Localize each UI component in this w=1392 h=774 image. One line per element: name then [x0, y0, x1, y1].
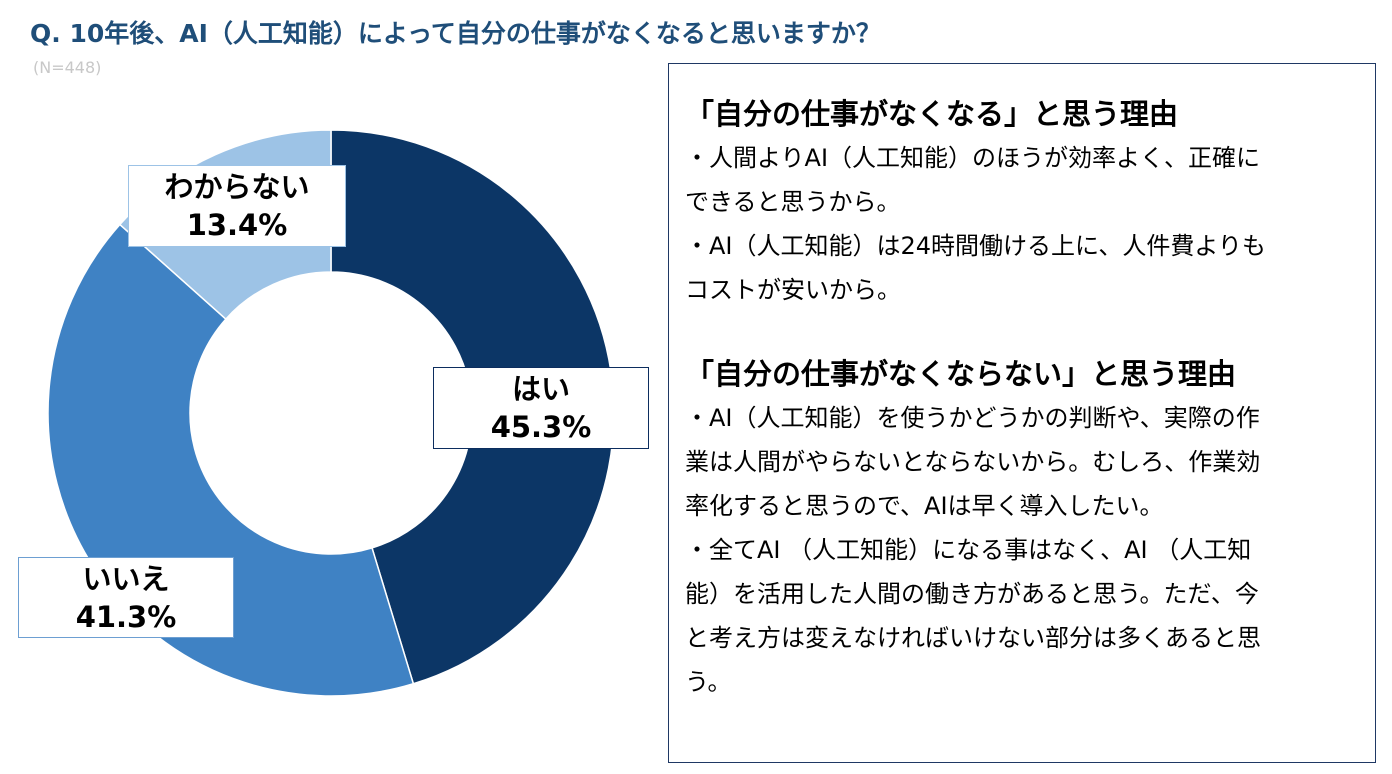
reasons-no-line: 業は人間がやらないとならないから。むしろ、作業効 — [685, 448, 1261, 476]
label-yes-category: はい — [511, 372, 570, 406]
label-no: いいえ 41.3% — [18, 557, 234, 638]
label-no-category: いいえ — [82, 561, 170, 596]
label-unknown: わからない 13.4% — [128, 165, 346, 247]
label-unknown-value: 13.4% — [186, 208, 288, 242]
label-no-value: 41.3% — [75, 599, 177, 634]
label-unknown-category: わからない — [164, 170, 310, 204]
reasons-yes-heading: 「自分の仕事がなくなる」と思う理由 — [685, 97, 1179, 131]
reasons-no-heading: 「自分の仕事がなくならない」と思う理由 — [685, 357, 1237, 391]
reasons-yes-line: コストが安いから。 — [685, 276, 901, 304]
reasons-no-line: 率化すると思うので、AIは早く導入したい。 — [685, 492, 1164, 520]
reasons-no-line: ・AI（人工知能）を使うかどうかの判断や、実際の作 — [685, 404, 1260, 432]
reasons-yes-line: ・人間よりAI（人工知能）のほうが効率よく、正確に — [685, 144, 1261, 172]
label-yes: はい 45.3% — [433, 367, 649, 449]
sample-size: (N=448) — [33, 58, 102, 77]
label-yes-value: 45.3% — [490, 410, 592, 444]
reasons-no-line: と考え方は変えなければいけない部分は多くあると思 — [685, 624, 1261, 652]
reasons-no-line: う。 — [685, 668, 732, 696]
reasons-box: 「自分の仕事がなくなる」と思う理由 ・人間よりAI（人工知能）のほうが効率よく、… — [668, 63, 1376, 763]
reasons-yes-line: できると思うから。 — [685, 188, 901, 216]
question-title: Q. 10年後、AI（人工知能）によって自分の仕事がなくなると思いますか？ — [30, 19, 881, 48]
reasons-no-line: 能）を活用した人間の働き方があると思う。ただ、今 — [685, 580, 1259, 608]
reasons-no-line: ・全てAI （人工知能）になる事はなく、AI （人工知 — [685, 536, 1252, 564]
reasons-yes-line: ・AI（人工知能）は24時間働ける上に、人件費よりも — [685, 232, 1266, 260]
